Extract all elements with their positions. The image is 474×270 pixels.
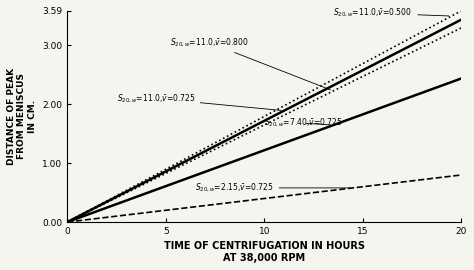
Text: $S_{20,w}$=11.0,$\bar{v}$=0.725: $S_{20,w}$=11.0,$\bar{v}$=0.725 [117, 92, 281, 110]
Y-axis label: DISTANCE OF PEAK
FROM MENISCUS
IN CM.: DISTANCE OF PEAK FROM MENISCUS IN CM. [7, 68, 37, 165]
Text: $S_{20,w}$=2.15,$\bar{v}$=0.725: $S_{20,w}$=2.15,$\bar{v}$=0.725 [195, 182, 350, 194]
Text: $S_{20,w}$=11.0,$\bar{v}$=0.800: $S_{20,w}$=11.0,$\bar{v}$=0.800 [170, 36, 331, 90]
Text: $S_{20,w}$=7.40,$\bar{v}$=0.725: $S_{20,w}$=7.40,$\bar{v}$=0.725 [264, 117, 343, 129]
Text: $S_{20,w}$=11.0,$\bar{v}$=0.500: $S_{20,w}$=11.0,$\bar{v}$=0.500 [333, 7, 449, 19]
X-axis label: TIME OF CENTRIFUGATION IN HOURS
AT 38,000 RPM: TIME OF CENTRIFUGATION IN HOURS AT 38,00… [164, 241, 365, 263]
